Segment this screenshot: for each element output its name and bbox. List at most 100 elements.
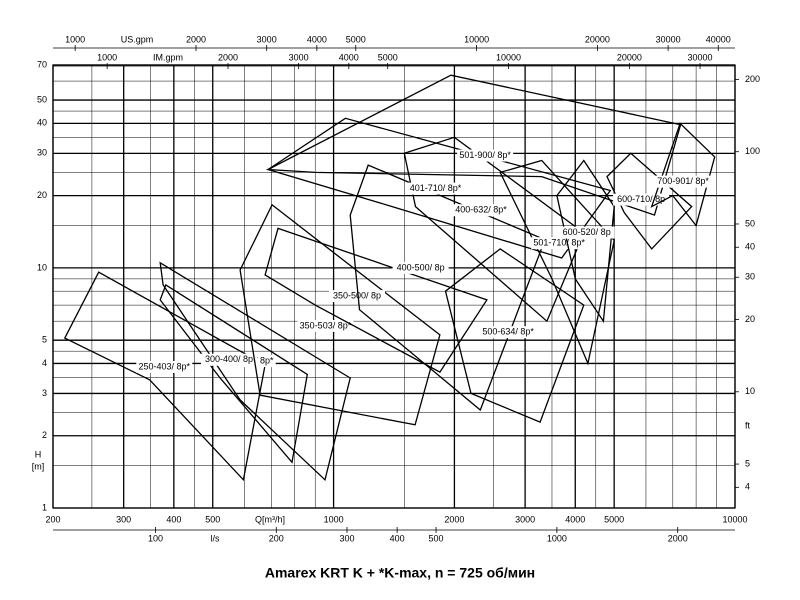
label-bg bbox=[558, 226, 615, 239]
y-tick-label: 5 bbox=[42, 335, 47, 345]
label-bg bbox=[392, 261, 449, 274]
x-tick-label: 2000 bbox=[444, 514, 464, 524]
right-tick-label: 10 bbox=[745, 386, 755, 396]
top-tick-label: 2000 bbox=[186, 34, 206, 44]
top-tick-label: 1000 bbox=[65, 34, 85, 44]
y-axis-label: H bbox=[35, 449, 42, 459]
right-axis-label: ft bbox=[745, 420, 751, 430]
label-bg bbox=[480, 326, 537, 339]
y-tick-label: 10 bbox=[37, 262, 47, 272]
right-tick-label: 20 bbox=[745, 314, 755, 324]
top-tick-label: 3000 bbox=[257, 34, 277, 44]
y-tick-label: 3 bbox=[42, 388, 47, 398]
y-tick-label: 20 bbox=[37, 190, 47, 200]
bottom-tick-label: 400 bbox=[390, 533, 405, 543]
right-tick-label: 5 bbox=[745, 458, 750, 468]
label-bg bbox=[457, 149, 514, 162]
bottom-tick-label: 500 bbox=[429, 533, 444, 543]
pump-curve bbox=[159, 283, 309, 464]
chart-title: Amarex KRT K + *K-max, n = 725 об/мин bbox=[265, 565, 535, 581]
y-tick-label: 1 bbox=[42, 502, 47, 512]
y-axis-label: [m] bbox=[32, 461, 45, 471]
pump-curve bbox=[266, 117, 612, 259]
curve-label: 250-403/ 8p* bbox=[139, 361, 191, 371]
bottom-tick-label: 1000 bbox=[547, 533, 567, 543]
top-axis-label: US.gpm bbox=[121, 34, 154, 44]
pump-curve bbox=[159, 261, 351, 482]
y-tick-label: 70 bbox=[37, 59, 47, 69]
top-tick-label: 20000 bbox=[617, 52, 642, 62]
pump-curve bbox=[556, 159, 615, 324]
x-tick-label: 1000 bbox=[324, 514, 344, 524]
x-tick-label: 500 bbox=[205, 514, 220, 524]
curve-label: 600-710/ 8p bbox=[617, 194, 665, 204]
label-bg bbox=[655, 175, 712, 188]
bottom-axis-label: l/s bbox=[211, 533, 221, 543]
top-axis-label: IM.gpm bbox=[153, 52, 183, 62]
curve-label: 400-500/ 8p bbox=[397, 262, 445, 272]
top-tick-label: 4000 bbox=[307, 34, 327, 44]
pump-curve bbox=[444, 248, 585, 423]
right-tick-label: 30 bbox=[745, 272, 755, 282]
curve-label: 300-400/ 8p bbox=[205, 354, 253, 364]
y-tick-label: 40 bbox=[37, 118, 47, 128]
pump-curve bbox=[63, 271, 266, 482]
curve-label: 501-900/ 8p* bbox=[459, 150, 511, 160]
top-tick-label: 5000 bbox=[378, 52, 398, 62]
top-tick-label: 30000 bbox=[656, 34, 681, 44]
label-bg bbox=[297, 319, 354, 332]
top-tick-label: 10000 bbox=[496, 52, 521, 62]
bottom-tick-label: 200 bbox=[269, 533, 284, 543]
label-bg bbox=[329, 290, 386, 303]
x-tick-label: 3000 bbox=[515, 514, 535, 524]
pump-curve bbox=[606, 152, 693, 250]
curve-label: 600-520/ 8p bbox=[563, 227, 611, 237]
top-tick-label: 10000 bbox=[464, 34, 489, 44]
right-tick-label: 50 bbox=[745, 218, 755, 228]
pump-curve bbox=[499, 159, 615, 366]
top-tick-label: 20000 bbox=[585, 34, 610, 44]
bottom-tick-label: 100 bbox=[148, 533, 163, 543]
y-tick-label: 50 bbox=[37, 94, 47, 104]
top-tick-label: 5000 bbox=[346, 34, 366, 44]
curve-label: 350-500/ 8p bbox=[333, 290, 381, 300]
bottom-tick-label: 2000 bbox=[668, 533, 688, 543]
curve-label: 501-710/ 8p* bbox=[533, 238, 585, 248]
pump-curve bbox=[264, 227, 488, 373]
y-tick-label: 2 bbox=[42, 430, 47, 440]
x-tick-label: 300 bbox=[116, 514, 131, 524]
x-tick-label: 10000 bbox=[722, 514, 747, 524]
right-tick-label: 100 bbox=[745, 146, 760, 156]
x-tick-label: 5000 bbox=[604, 514, 624, 524]
pump-curve bbox=[239, 203, 441, 426]
top-tick-label: 30000 bbox=[688, 52, 713, 62]
label-bg bbox=[531, 237, 588, 250]
x-tick-label: 200 bbox=[45, 514, 60, 524]
curve-label: 400-632/ 8p* bbox=[455, 205, 507, 215]
x-tick-label: 4000 bbox=[565, 514, 585, 524]
label-bg bbox=[200, 353, 257, 366]
pump-curve bbox=[650, 122, 716, 228]
x-axis-label: Q[m³/h] bbox=[255, 514, 285, 524]
top-tick-label: 3000 bbox=[289, 52, 309, 62]
y-tick-label: 30 bbox=[37, 148, 47, 158]
curve-label: 401-710/ 8p* bbox=[410, 183, 462, 193]
right-tick-label: 200 bbox=[745, 74, 760, 84]
y-tick-label: 4 bbox=[42, 358, 47, 368]
curve-label: 350-503/ 8p* bbox=[300, 320, 352, 330]
top-tick-label: 4000 bbox=[339, 52, 359, 62]
curve-label: 500-634/ 8p* bbox=[482, 327, 534, 337]
label-bg bbox=[407, 182, 464, 195]
label-bg bbox=[136, 360, 193, 373]
right-tick-label: 40 bbox=[745, 242, 755, 252]
x-tick-label: 400 bbox=[166, 514, 181, 524]
pump-curve bbox=[265, 74, 682, 216]
top-tick-label: 1000 bbox=[97, 52, 117, 62]
right-tick-label: 4 bbox=[745, 482, 750, 492]
top-tick-label: 2000 bbox=[218, 52, 238, 62]
label-bg bbox=[452, 204, 509, 217]
bottom-tick-label: 300 bbox=[339, 533, 354, 543]
top-tick-label: 40000 bbox=[706, 34, 731, 44]
curve-label: 700-901/ 8p* bbox=[657, 176, 709, 186]
